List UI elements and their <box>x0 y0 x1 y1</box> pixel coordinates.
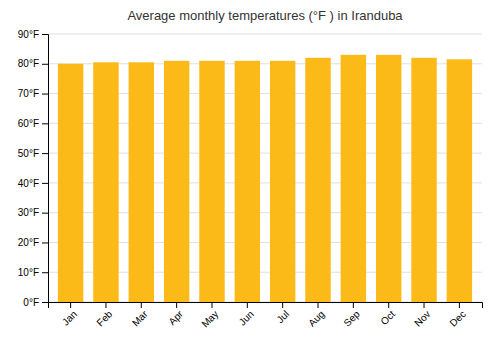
y-tick-label: 10°F <box>18 267 39 278</box>
x-tick-mark <box>424 302 425 308</box>
x-tick: Jan <box>60 302 79 328</box>
y-tick-mark <box>42 213 48 214</box>
chart: Jan Feb Mar Apr May Jun Jul Aug Sep Oct Nov Dec 0°F 1… <box>0 0 500 350</box>
bar <box>58 64 83 302</box>
y-tick: 30°F <box>18 207 48 218</box>
x-tick: Oct <box>378 302 397 327</box>
x-tick: Aug <box>306 302 326 329</box>
x-tick: Apr <box>166 302 185 327</box>
y-tick-label: 50°F <box>18 148 39 159</box>
y-tick-mark <box>42 64 48 65</box>
y-tick: 0°F <box>23 297 48 308</box>
x-tick-mark <box>282 302 283 308</box>
bar <box>376 55 401 302</box>
bar <box>199 61 224 302</box>
x-tick-mark <box>247 302 248 308</box>
x-tick-mark <box>176 302 177 308</box>
x-tick-mark <box>459 302 460 308</box>
x-axis-line <box>49 303 483 309</box>
x-tick: Sep <box>341 302 362 329</box>
y-tick: 20°F <box>18 237 48 248</box>
y-tick-mark <box>42 272 48 273</box>
y-tick-mark <box>42 34 48 35</box>
x-tick-mark <box>105 302 106 308</box>
y-tick-mark <box>42 94 48 95</box>
bar <box>93 62 118 302</box>
y-tick-label: 70°F <box>18 88 39 99</box>
y-tick-mark <box>42 302 48 303</box>
y-tick: 70°F <box>18 88 48 99</box>
x-tick: May <box>199 302 220 330</box>
y-tick-label: 40°F <box>18 178 39 189</box>
bar <box>411 58 436 302</box>
plot: Jan Feb Mar Apr May Jun Jul Aug Sep Oct Nov Dec 0°F 1… <box>18 29 483 330</box>
y-axis: 0°F 10°F 20°F 30°F 40°F 50°F 60°F 70°F 80°F 90°F <box>18 29 49 308</box>
x-tick-label: Mar <box>130 308 150 328</box>
x-tick-label: Jan <box>60 308 79 327</box>
x-tick: Jul <box>274 302 291 325</box>
grid-line <box>48 34 482 35</box>
y-tick: 90°F <box>18 29 48 40</box>
x-tick-label: Oct <box>378 308 397 327</box>
bar <box>447 59 472 302</box>
bars <box>58 55 472 302</box>
x-tick-label: Apr <box>166 308 185 327</box>
x-tick: Mar <box>130 302 150 328</box>
x-tick-label: Sep <box>341 308 362 329</box>
y-tick-mark <box>42 123 48 124</box>
x-tick: Dec <box>448 302 468 329</box>
x-tick-label: Dec <box>448 308 468 328</box>
x-axis: Jan Feb Mar Apr May Jun Jul Aug Sep Oct Nov Dec <box>49 302 483 330</box>
y-tick: 10°F <box>18 267 48 278</box>
bar <box>305 58 330 302</box>
bar <box>341 55 366 302</box>
bar <box>270 61 295 302</box>
x-tick-mark <box>141 302 142 308</box>
x-tick-label: Jun <box>237 308 256 327</box>
y-tick-label: 80°F <box>18 58 39 69</box>
x-tick-label: Jul <box>274 308 291 325</box>
y-tick-mark <box>42 183 48 184</box>
x-tick-mark <box>318 302 319 308</box>
bar <box>129 62 154 302</box>
y-tick-label: 20°F <box>18 237 39 248</box>
x-tick-label: Feb <box>94 308 114 328</box>
y-axis-line <box>42 35 49 303</box>
x-tick-mark <box>388 302 389 308</box>
x-tick-mark <box>70 302 71 308</box>
y-tick-label: 30°F <box>18 207 39 218</box>
bar <box>235 61 260 302</box>
title: Average monthly temperatures (°F ) in Ir… <box>127 8 403 23</box>
x-tick-label: May <box>199 308 220 329</box>
y-tick: 40°F <box>18 178 48 189</box>
x-tick-label: Aug <box>306 308 326 328</box>
bar <box>164 61 189 302</box>
x-tick-label: Nov <box>412 308 432 328</box>
x-tick: Jun <box>237 302 256 328</box>
y-tick-label: 90°F <box>18 29 39 40</box>
y-tick: 50°F <box>18 148 48 159</box>
y-tick-mark <box>42 153 48 154</box>
y-tick-mark <box>42 242 48 243</box>
grid <box>48 34 482 302</box>
x-tick: Feb <box>94 302 114 328</box>
y-tick-label: 0°F <box>23 297 39 308</box>
y-tick: 80°F <box>18 58 48 69</box>
x-tick-mark <box>211 302 212 308</box>
y-tick: 60°F <box>18 118 48 129</box>
x-tick-mark <box>353 302 354 308</box>
x-tick: Nov <box>412 302 432 329</box>
y-tick-label: 60°F <box>18 118 39 129</box>
